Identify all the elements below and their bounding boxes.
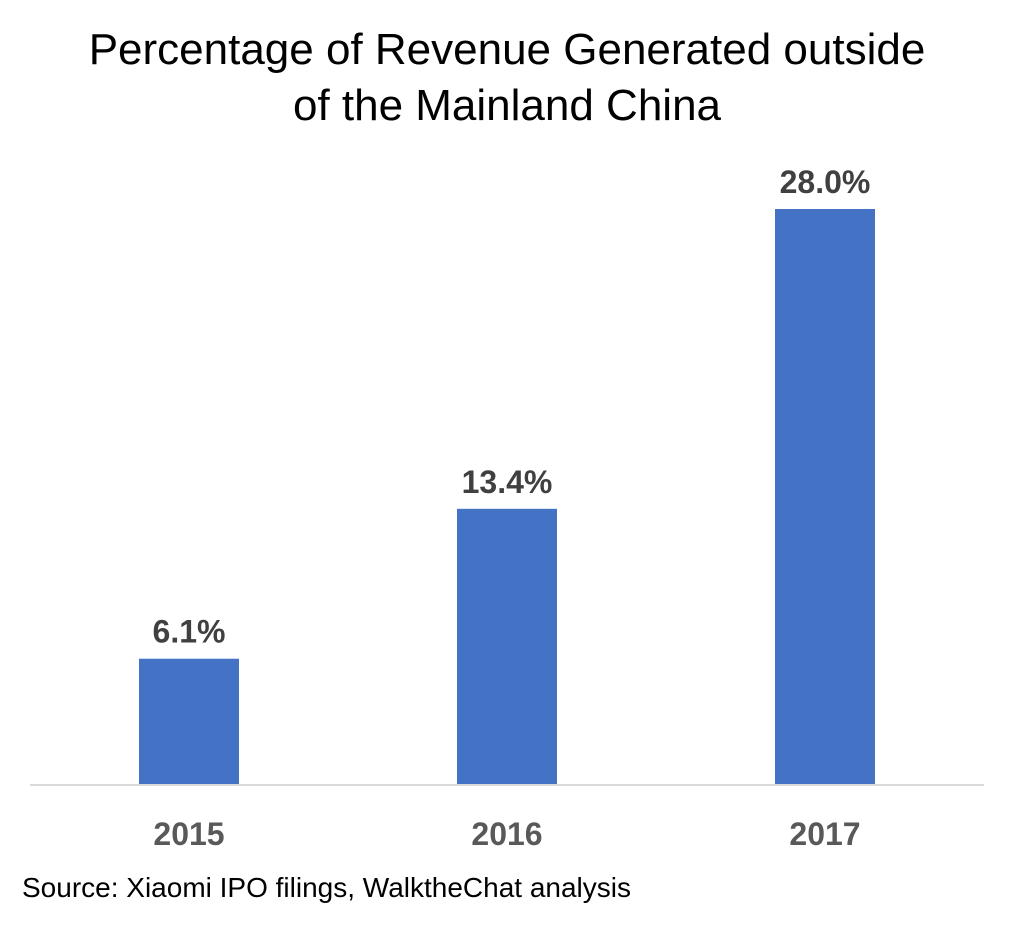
chart-title: Percentage of Revenue Generated outside …: [88, 25, 926, 130]
bars-layer: [139, 209, 875, 784]
x-tick-label-2016: 2016: [471, 816, 542, 852]
bar-2016: [457, 508, 557, 784]
bar-2017: [775, 209, 875, 784]
x-tick-label-2017: 2017: [789, 816, 860, 852]
source-note: Source: Xiaomi IPO filings, WalktheChat …: [22, 872, 631, 903]
data-label-2017: 28.0%: [780, 164, 871, 200]
data-labels-layer: 6.1% 13.4% 28.0%: [153, 164, 871, 650]
x-tick-labels-layer: 2015 2016 2017: [153, 816, 860, 852]
data-label-2016: 13.4%: [462, 464, 553, 500]
bar-2015: [139, 658, 239, 784]
data-label-2015: 6.1%: [153, 614, 226, 650]
x-tick-label-2015: 2015: [153, 816, 224, 852]
